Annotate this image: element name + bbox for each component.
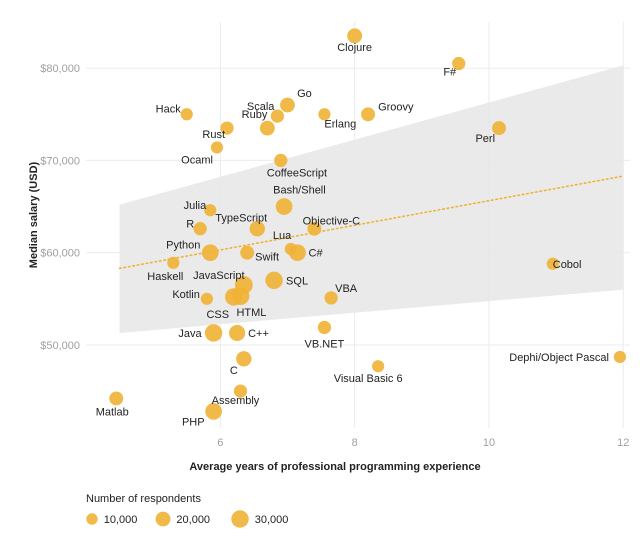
point-visual-basic-6 [372, 360, 385, 373]
label-php: PHP [182, 416, 205, 428]
label-python: Python [166, 240, 200, 252]
label-c: C++ [248, 328, 269, 340]
point-java [204, 324, 223, 342]
point-rust [220, 121, 234, 135]
legend-swatch-10-000 [86, 513, 98, 525]
legend-label-20-000: 20,000 [176, 514, 210, 526]
x-tick-label: 8 [352, 437, 358, 449]
point-erlang [318, 108, 331, 121]
point-haskell [167, 256, 180, 269]
point-scala [270, 109, 285, 123]
point-hack [180, 108, 193, 121]
label-c: C# [309, 248, 324, 260]
point-c [236, 351, 252, 367]
label-sql: SQL [286, 275, 308, 287]
legend-label-10-000: 10,000 [104, 514, 138, 526]
label-matlab: Matlab [96, 406, 129, 418]
legend-items: 10,000 20,000 30,000 [86, 510, 289, 528]
point-lua [284, 242, 297, 256]
label-groovy: Groovy [378, 101, 414, 113]
point-vba [324, 291, 338, 305]
label-go: Go [297, 88, 312, 100]
x-tick-label: 10 [483, 437, 495, 449]
point-ruby [259, 120, 275, 136]
point-clojure [347, 28, 363, 44]
label-ruby: Ruby [242, 109, 268, 121]
point-css [225, 288, 243, 306]
point-typescript [249, 220, 265, 237]
label-assembly: Assembly [212, 395, 260, 407]
label-c: C [230, 365, 238, 377]
label-cobol: Cobol [553, 259, 582, 271]
label-html: HTML [236, 307, 266, 319]
label-scala: Scala [247, 101, 275, 113]
label-vb-net: VB.NET [305, 338, 345, 350]
point-labels: Clojure F# Go Hack Scala Groovy Erlang Rust Perl… [96, 42, 609, 429]
label-r: R [186, 219, 194, 231]
legend-swatch-30-000 [231, 510, 249, 528]
axis-ticks: 6 8 10 12 $50,000 $60,000 $70,000 $80,000 [40, 63, 629, 449]
point-julia [204, 204, 217, 217]
label-erlang: Erlang [324, 118, 356, 130]
label-visual-basic-6: Visual Basic 6 [334, 373, 403, 385]
label-clojure: Clojure [337, 42, 372, 54]
label-objective-c: Objective-C [303, 216, 361, 228]
label-css: CSS [206, 309, 229, 321]
point-kotlin [200, 292, 213, 305]
data-points [109, 28, 627, 420]
label-hack: Hack [156, 103, 182, 115]
point-go [280, 97, 295, 113]
point-matlab [109, 391, 124, 406]
point-groovy [361, 107, 376, 122]
label-typescript: TypeScript [215, 213, 267, 225]
label-ocaml: Ocaml [181, 154, 213, 166]
y-tick-label: $70,000 [40, 155, 80, 167]
point-php [205, 403, 222, 420]
label-coffeescript: CoffeeScript [267, 167, 327, 179]
label-kotlin: Kotlin [172, 289, 200, 301]
y-tick-label: $60,000 [40, 248, 80, 260]
label-perl: Perl [475, 133, 495, 145]
point-f [452, 56, 466, 71]
point-vb-net [317, 320, 332, 335]
legend-title: Number of respondents [86, 493, 201, 505]
legend: Number of respondents 10,000 20,000 30,000 [86, 493, 288, 528]
label-swift: Swift [255, 252, 279, 264]
label-haskell: Haskell [147, 271, 183, 283]
label-vba: VBA [335, 283, 358, 295]
point-objective-c [307, 221, 322, 236]
point-sql [265, 271, 283, 290]
point-bash-shell [275, 198, 293, 215]
point-swift [240, 245, 255, 260]
point-assembly [233, 384, 248, 398]
label-java: Java [178, 328, 202, 340]
point-dephi-object-pascal [613, 350, 627, 364]
x-tick-label: 12 [617, 437, 629, 449]
y-tick-label: $80,000 [40, 63, 80, 75]
y-tick-label: $50,000 [40, 340, 80, 352]
label-dephi-object-pascal: Dephi/Object Pascal [509, 352, 609, 364]
label-bash-shell: Bash/Shell [273, 185, 326, 197]
legend-swatch-20-000 [155, 511, 171, 527]
label-julia: Julia [184, 200, 208, 212]
x-tick-label: 6 [217, 437, 223, 449]
point-python [201, 244, 219, 262]
label-rust: Rust [202, 129, 225, 141]
point-c [229, 324, 246, 342]
point-perl [492, 121, 506, 136]
point-coffeescript [274, 153, 288, 168]
label-f: F# [443, 67, 457, 79]
point-cobol [546, 257, 559, 270]
legend-label-30-000: 30,000 [255, 514, 289, 526]
x-axis-title: Average years of professional programmin… [189, 461, 480, 473]
y-axis-title: Median salary (USD) [28, 161, 40, 268]
label-lua: Lua [273, 230, 292, 242]
point-r [193, 222, 207, 236]
label-javascript: JavaScript [193, 270, 244, 282]
point-ocaml [210, 141, 224, 154]
